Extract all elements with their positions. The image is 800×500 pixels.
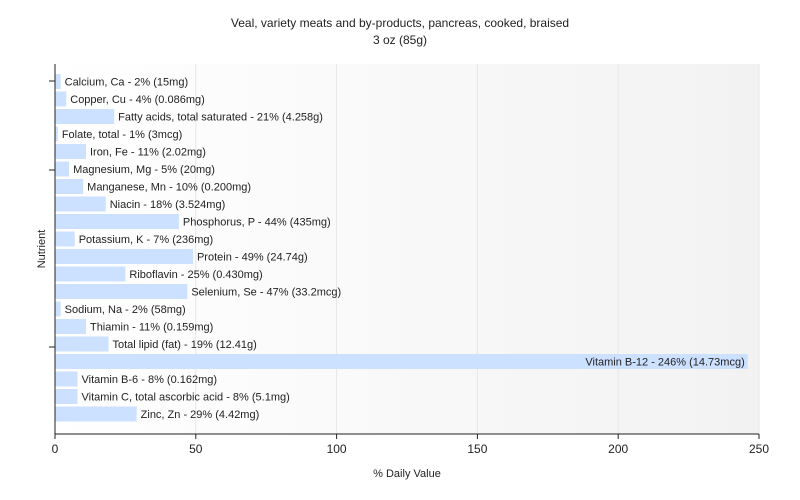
- bar-label: Selenium, Se - 47% (33.2mcg): [191, 287, 341, 299]
- bar: [55, 74, 61, 89]
- bar: [55, 389, 78, 404]
- bar: [55, 371, 78, 387]
- grid-lines: [195, 64, 760, 434]
- x-ticks: 0 50 100 150 200 250: [52, 434, 769, 456]
- bar: [55, 406, 137, 422]
- bar: [55, 284, 188, 299]
- bar: [55, 214, 179, 229]
- bar-label: Potassium, K - 7% (236mg): [79, 234, 214, 246]
- bar-label: Vitamin B-6 - 8% (0.162mg): [82, 374, 218, 386]
- bar-label: Folate, total - 1% (3mcg): [62, 129, 182, 141]
- bar-label: Phosphorus, P - 44% (435mg): [183, 217, 331, 229]
- x-tick-label: 250: [749, 442, 769, 456]
- bar: [55, 354, 748, 369]
- chart-title: Veal, variety meats and by-products, pan…: [231, 16, 569, 30]
- bar: [55, 231, 75, 247]
- axes: [49, 64, 759, 435]
- bar-label: Magnesium, Mg - 5% (20mg): [73, 164, 215, 176]
- bar: [55, 179, 84, 194]
- bar-label: Riboflavin - 25% (0.430mg): [129, 269, 262, 281]
- bar: [55, 144, 86, 159]
- bar-label: Total lipid (fat) - 19% (12.41g): [113, 339, 257, 351]
- bar: [55, 319, 86, 334]
- bar: [55, 301, 61, 317]
- bar-label: Thiamin - 11% (0.159mg): [90, 322, 213, 334]
- chart-subtitle: 3 oz (85g): [373, 33, 427, 47]
- x-tick-label: 200: [608, 442, 628, 456]
- bar-label: Copper, Cu - 4% (0.086mg): [70, 94, 205, 106]
- x-tick-label: 50: [189, 442, 203, 456]
- x-axis-label: % Daily Value: [373, 468, 441, 480]
- bar-label: Iron, Fe - 11% (2.02mg): [90, 147, 206, 159]
- bar: [55, 336, 109, 352]
- bar-label: Fatty acids, total saturated - 21% (4.25…: [118, 112, 323, 124]
- x-tick-label: 150: [467, 442, 487, 456]
- bars: Calcium, Ca - 2% (15mg) Copper, Cu - 4% (…: [55, 74, 748, 422]
- bar-label: Manganese, Mn - 10% (0.200mg): [87, 182, 251, 194]
- bar: [55, 126, 58, 142]
- y-axis-label: Nutrient: [36, 230, 48, 269]
- bar-label: Sodium, Na - 2% (58mg): [65, 304, 186, 316]
- bar: [55, 109, 115, 124]
- bar: [55, 91, 67, 107]
- bar: [55, 266, 126, 282]
- bar-label: Vitamin B-12 - 246% (14.73mcg): [585, 357, 744, 369]
- bar-label: Protein - 49% (24.74g): [197, 252, 308, 264]
- bar: [55, 161, 70, 177]
- bar-label: Calcium, Ca - 2% (15mg): [65, 77, 188, 89]
- bar-label: Vitamin C, total ascorbic acid - 8% (5.1…: [82, 392, 290, 404]
- bar: [55, 249, 193, 264]
- bar-label: Zinc, Zn - 29% (4.42mg): [141, 409, 260, 421]
- bar-label: Niacin - 18% (3.524mg): [110, 199, 226, 211]
- x-tick-label: 100: [327, 442, 347, 456]
- bar: [55, 196, 106, 212]
- x-tick-label: 0: [52, 442, 59, 456]
